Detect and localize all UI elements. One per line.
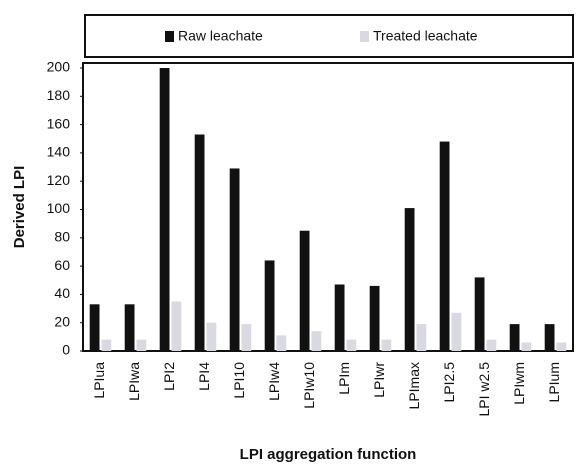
legend-label: Raw leachate bbox=[178, 28, 263, 44]
x-tick-label: LPI10 bbox=[231, 362, 247, 399]
y-tick-label: 80 bbox=[54, 229, 70, 245]
bar bbox=[416, 324, 427, 351]
y-tick-label: 0 bbox=[62, 342, 70, 358]
bar bbox=[124, 304, 135, 351]
legend-swatch bbox=[165, 31, 174, 42]
y-tick-label: 140 bbox=[47, 144, 71, 160]
y-tick-label: 160 bbox=[47, 115, 71, 131]
x-axis-title: LPI aggregation function bbox=[240, 446, 417, 463]
bar bbox=[89, 304, 100, 351]
bar bbox=[334, 284, 345, 351]
x-tick-label: LPI4 bbox=[196, 362, 212, 391]
bar bbox=[311, 331, 322, 351]
bar bbox=[136, 339, 147, 351]
y-tick-label: 40 bbox=[54, 285, 70, 301]
x-tick-label: LPIm bbox=[336, 362, 352, 395]
legend-label: Treated leachate bbox=[373, 28, 478, 44]
bar bbox=[381, 339, 392, 351]
bar bbox=[299, 230, 310, 351]
y-tick-label: 180 bbox=[47, 87, 71, 103]
x-tick-label: LPI2 bbox=[161, 362, 177, 391]
y-axis-title: Derived LPI bbox=[11, 166, 28, 249]
bar bbox=[521, 342, 532, 351]
plot-frame bbox=[82, 62, 574, 352]
bar bbox=[451, 312, 462, 351]
bar bbox=[229, 168, 240, 351]
x-tick-label: LPIwr bbox=[371, 362, 387, 398]
y-tick-label: 200 bbox=[47, 59, 71, 75]
bar bbox=[369, 285, 380, 351]
x-tick-label: LPIw10 bbox=[301, 362, 317, 409]
bar bbox=[101, 339, 112, 351]
bar bbox=[264, 260, 275, 351]
bar bbox=[171, 301, 182, 351]
x-tick-label: LPIum bbox=[546, 362, 562, 402]
x-tick-label: LPImax bbox=[406, 362, 422, 409]
bar bbox=[404, 208, 415, 351]
bar bbox=[276, 335, 287, 351]
bar bbox=[439, 141, 450, 351]
x-tick-label: LPIwa bbox=[126, 362, 142, 401]
x-tick-label: LPIw4 bbox=[266, 362, 282, 401]
x-tick-label: LPIwm bbox=[511, 362, 527, 405]
bar bbox=[486, 339, 497, 351]
bar bbox=[241, 324, 252, 351]
y-tick-label: 60 bbox=[54, 257, 70, 273]
bar bbox=[556, 342, 567, 351]
y-tick-label: 120 bbox=[47, 172, 71, 188]
bar bbox=[474, 277, 485, 351]
y-tick-label: 20 bbox=[54, 313, 70, 329]
bar bbox=[346, 339, 357, 351]
bar bbox=[194, 134, 205, 351]
x-tick-label: LPI2.5 bbox=[441, 362, 457, 403]
legend-box bbox=[84, 14, 574, 58]
bar bbox=[159, 68, 170, 351]
x-tick-label: LPI w2.5 bbox=[476, 362, 492, 417]
y-tick-label: 100 bbox=[47, 200, 71, 216]
bar bbox=[509, 324, 520, 351]
bar bbox=[206, 322, 217, 351]
bar bbox=[544, 324, 555, 351]
x-tick-label: LPIua bbox=[91, 362, 107, 399]
legend-swatch bbox=[360, 31, 369, 42]
